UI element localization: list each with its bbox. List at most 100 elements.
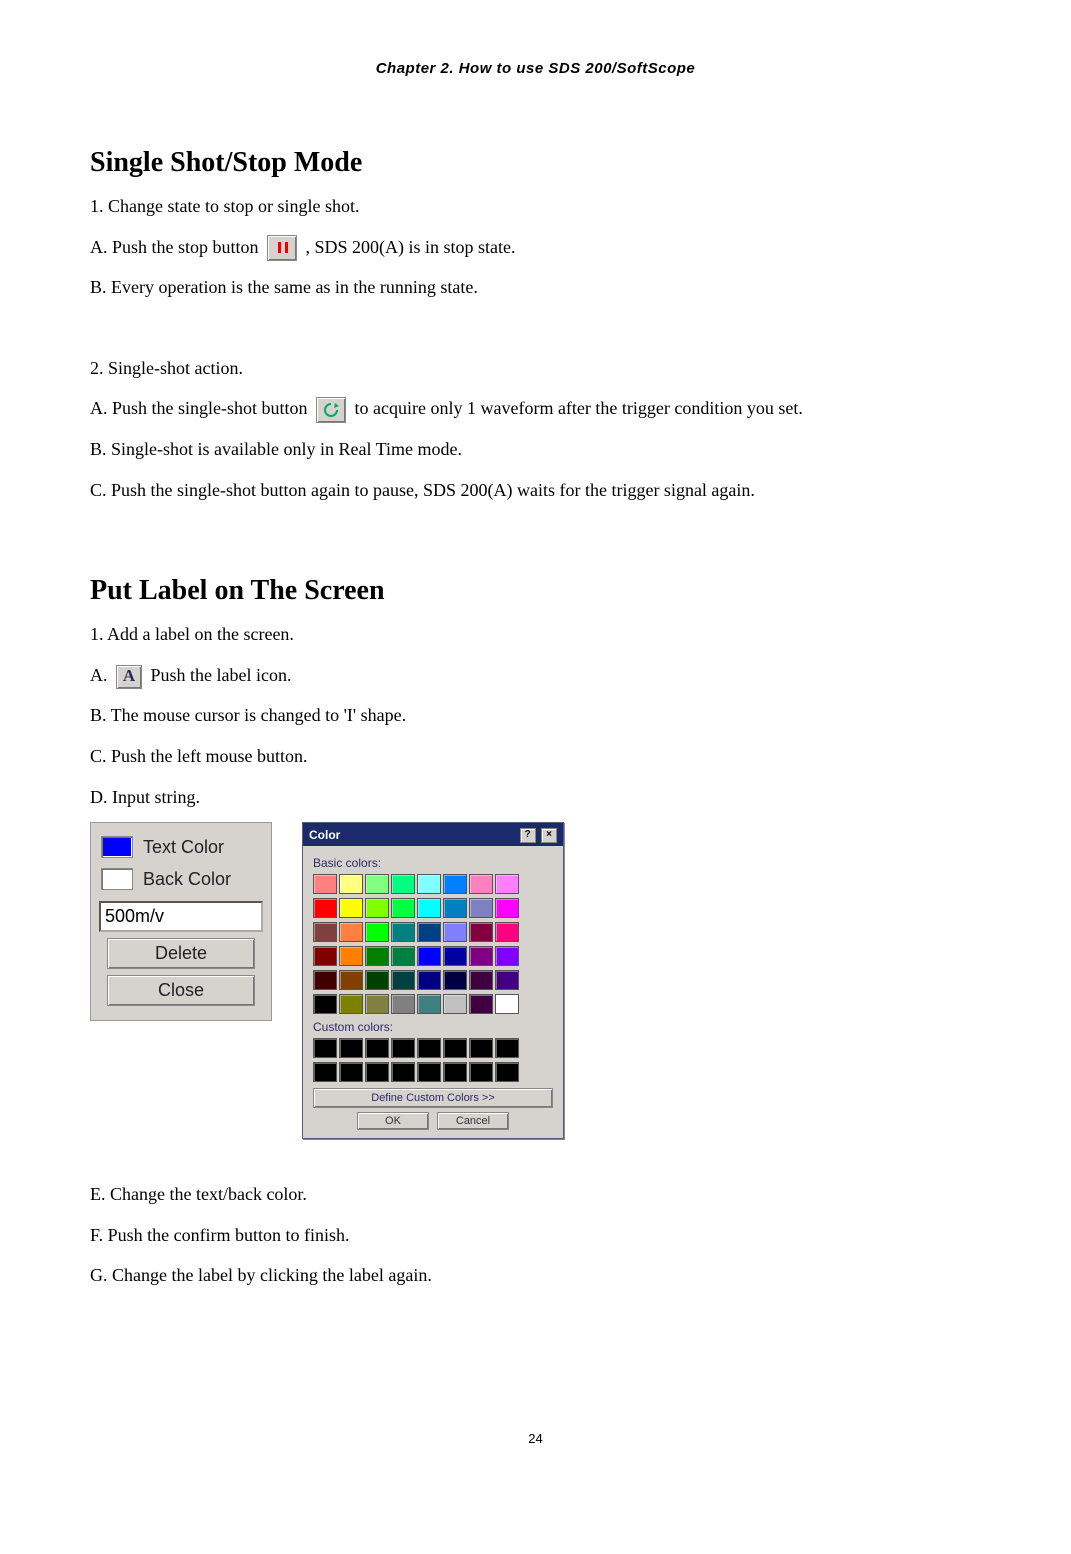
color-swatch[interactable] <box>417 994 441 1014</box>
color-swatch[interactable] <box>313 1038 337 1058</box>
color-swatch[interactable] <box>417 970 441 990</box>
s2-pB: B. The mouse cursor is changed to 'I' sh… <box>90 700 981 731</box>
color-swatch[interactable] <box>495 922 519 942</box>
color-swatch[interactable] <box>417 922 441 942</box>
color-swatch[interactable] <box>313 898 337 918</box>
color-swatch[interactable] <box>365 874 389 894</box>
s2-pA: A. A Push the label icon. <box>90 660 981 691</box>
color-swatch[interactable] <box>339 994 363 1014</box>
back-color-swatch[interactable] <box>101 868 133 890</box>
color-swatch[interactable] <box>469 874 493 894</box>
color-swatch[interactable] <box>443 898 467 918</box>
s2-pE: E. Change the text/back color. <box>90 1179 981 1210</box>
color-swatch[interactable] <box>469 922 493 942</box>
color-swatch[interactable] <box>365 898 389 918</box>
color-swatch[interactable] <box>339 874 363 894</box>
s2-pA-before: A. <box>90 665 112 685</box>
color-swatch[interactable] <box>495 946 519 966</box>
ok-button[interactable]: OK <box>357 1112 429 1130</box>
color-swatch[interactable] <box>391 898 415 918</box>
color-swatch[interactable] <box>365 994 389 1014</box>
s1-pA-before: A. Push the stop button <box>90 237 263 257</box>
color-swatch[interactable] <box>339 898 363 918</box>
text-color-swatch[interactable] <box>101 836 133 858</box>
color-swatch[interactable] <box>469 970 493 990</box>
delete-button[interactable]: Delete <box>107 938 255 969</box>
color-swatch[interactable] <box>391 970 415 990</box>
color-swatch[interactable] <box>339 946 363 966</box>
color-swatch[interactable] <box>469 1038 493 1058</box>
color-swatch[interactable] <box>313 994 337 1014</box>
color-swatch[interactable] <box>443 874 467 894</box>
color-swatch[interactable] <box>495 1038 519 1058</box>
s2-pD: D. Input string. <box>90 782 981 813</box>
color-swatch[interactable] <box>391 1038 415 1058</box>
back-color-row[interactable]: Back Color <box>91 863 271 895</box>
text-color-row[interactable]: Text Color <box>91 831 271 863</box>
color-swatch[interactable] <box>417 1062 441 1082</box>
s2-pG: G. Change the label by clicking the labe… <box>90 1260 981 1291</box>
color-swatch[interactable] <box>495 874 519 894</box>
cancel-button[interactable]: Cancel <box>437 1112 509 1130</box>
color-swatch[interactable] <box>443 922 467 942</box>
color-swatch[interactable] <box>365 970 389 990</box>
color-swatch[interactable] <box>339 922 363 942</box>
basic-colors-label: Basic colors: <box>313 856 553 870</box>
define-custom-colors-button[interactable]: Define Custom Colors >> <box>313 1088 553 1108</box>
color-swatch[interactable] <box>443 1062 467 1082</box>
color-swatch[interactable] <box>365 1038 389 1058</box>
color-swatch[interactable] <box>495 898 519 918</box>
color-swatch[interactable] <box>391 874 415 894</box>
color-swatch[interactable] <box>469 1062 493 1082</box>
basic-color-grid <box>313 874 553 1014</box>
custom-colors-label: Custom colors: <box>313 1020 553 1034</box>
s1-pA: A. Push the stop button , SDS 200(A) is … <box>90 232 981 263</box>
s1-p2C: C. Push the single-shot button again to … <box>90 475 981 506</box>
color-swatch[interactable] <box>469 994 493 1014</box>
s1-pB: B. Every operation is the same as in the… <box>90 272 981 303</box>
color-dialog-titlebar: Color ? × <box>303 823 563 846</box>
color-swatch[interactable] <box>391 1062 415 1082</box>
color-swatch[interactable] <box>417 946 441 966</box>
color-swatch[interactable] <box>443 946 467 966</box>
color-swatch[interactable] <box>339 1038 363 1058</box>
s2-p1: 1. Add a label on the screen. <box>90 619 981 650</box>
help-icon[interactable]: ? <box>520 828 536 843</box>
s1-p2A-after: to acquire only 1 waveform after the tri… <box>355 398 803 418</box>
color-swatch[interactable] <box>391 994 415 1014</box>
color-dialog: Color ? × Basic colors: Custom colors: D… <box>302 822 564 1139</box>
color-swatch[interactable] <box>365 1062 389 1082</box>
color-swatch[interactable] <box>365 922 389 942</box>
close-button[interactable]: Close <box>107 975 255 1006</box>
color-swatch[interactable] <box>391 946 415 966</box>
page-number: 24 <box>90 1431 981 1446</box>
color-swatch[interactable] <box>313 1062 337 1082</box>
color-swatch[interactable] <box>417 874 441 894</box>
color-swatch[interactable] <box>495 994 519 1014</box>
color-swatch[interactable] <box>313 946 337 966</box>
close-icon[interactable]: × <box>541 828 557 843</box>
s2-pC: C. Push the left mouse button. <box>90 741 981 772</box>
color-swatch[interactable] <box>313 922 337 942</box>
s2-pF: F. Push the confirm button to finish. <box>90 1220 981 1251</box>
color-swatch[interactable] <box>313 874 337 894</box>
color-swatch[interactable] <box>417 898 441 918</box>
color-swatch[interactable] <box>339 970 363 990</box>
stop-icon <box>267 235 297 261</box>
color-swatch[interactable] <box>391 922 415 942</box>
label-text-input[interactable]: 500m/v <box>99 901 263 932</box>
color-dialog-title: Color <box>309 828 340 842</box>
back-color-label: Back Color <box>143 869 231 890</box>
color-swatch[interactable] <box>469 898 493 918</box>
s1-p2A: A. Push the single-shot button to acquir… <box>90 393 981 424</box>
color-swatch[interactable] <box>443 994 467 1014</box>
color-swatch[interactable] <box>417 1038 441 1058</box>
color-swatch[interactable] <box>443 970 467 990</box>
color-swatch[interactable] <box>365 946 389 966</box>
color-swatch[interactable] <box>313 970 337 990</box>
color-swatch[interactable] <box>339 1062 363 1082</box>
color-swatch[interactable] <box>495 970 519 990</box>
color-swatch[interactable] <box>495 1062 519 1082</box>
color-swatch[interactable] <box>443 1038 467 1058</box>
color-swatch[interactable] <box>469 946 493 966</box>
